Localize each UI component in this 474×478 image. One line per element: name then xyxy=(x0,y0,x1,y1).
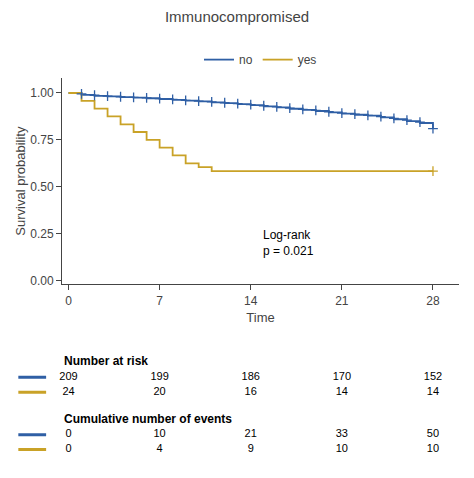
svg-text:186: 186 xyxy=(242,370,260,382)
svg-text:Immunocompromised: Immunocompromised xyxy=(165,8,309,25)
svg-text:0.25: 0.25 xyxy=(30,227,54,241)
svg-text:0: 0 xyxy=(65,294,72,308)
svg-text:Number at risk: Number at risk xyxy=(64,354,148,368)
svg-text:0: 0 xyxy=(65,427,71,439)
svg-text:Log-rankp = 0.021: Log-rankp = 0.021 xyxy=(263,228,314,258)
svg-text:14: 14 xyxy=(336,385,348,397)
svg-text:Survival probability: Survival probability xyxy=(13,126,28,236)
svg-text:14: 14 xyxy=(427,385,439,397)
svg-text:0.00: 0.00 xyxy=(30,274,54,288)
svg-text:152: 152 xyxy=(424,370,442,382)
svg-text:209: 209 xyxy=(59,370,77,382)
svg-text:0: 0 xyxy=(65,442,71,454)
svg-text:50: 50 xyxy=(427,427,439,439)
svg-text:21: 21 xyxy=(335,294,349,308)
svg-text:28: 28 xyxy=(426,294,440,308)
svg-text:4: 4 xyxy=(157,442,163,454)
svg-text:Cumulative number of events: Cumulative number of events xyxy=(64,412,232,426)
svg-text:10: 10 xyxy=(336,442,348,454)
svg-text:14: 14 xyxy=(244,294,258,308)
svg-text:21: 21 xyxy=(245,427,257,439)
svg-text:16: 16 xyxy=(245,385,257,397)
svg-text:24: 24 xyxy=(62,385,74,397)
svg-text:yes: yes xyxy=(298,53,317,67)
svg-text:0.50: 0.50 xyxy=(30,180,54,194)
svg-text:no: no xyxy=(239,53,253,67)
svg-text:0.75: 0.75 xyxy=(30,133,54,147)
svg-text:10: 10 xyxy=(153,427,165,439)
svg-text:Time: Time xyxy=(246,310,274,325)
svg-text:170: 170 xyxy=(333,370,351,382)
svg-text:9: 9 xyxy=(248,442,254,454)
svg-text:10: 10 xyxy=(427,442,439,454)
svg-text:7: 7 xyxy=(156,294,163,308)
svg-text:199: 199 xyxy=(150,370,168,382)
svg-text:20: 20 xyxy=(153,385,165,397)
svg-text:1.00: 1.00 xyxy=(30,86,54,100)
svg-text:33: 33 xyxy=(336,427,348,439)
